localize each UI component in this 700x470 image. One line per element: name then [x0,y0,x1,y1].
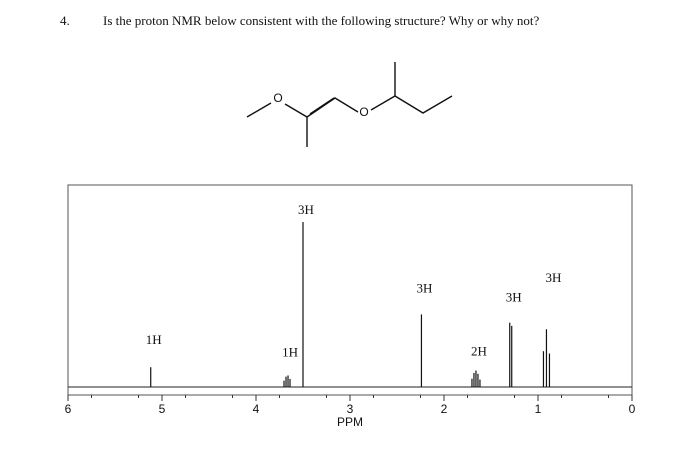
bond [370,95,453,114]
double-bond [309,97,335,115]
x-tick-label: 4 [253,402,260,416]
x-tick-label: 2 [441,402,448,416]
integration-label: 3H [506,290,522,305]
integration-label: 1H [146,332,162,347]
integration-label: 2H [471,343,487,358]
x-tick-label: 0 [629,402,636,416]
integration-label: 3H [416,280,432,295]
x-axis-label: PPM [337,415,363,429]
spectrum-frame [67,184,633,396]
x-tick-label: 6 [65,402,72,416]
integration-label: 3H [298,202,314,217]
atom-label: O [359,105,368,119]
bond [284,97,359,118]
peak [509,322,513,387]
bond [246,102,272,118]
question-number: 4. [60,13,70,28]
structure [246,62,453,147]
peak [283,375,291,387]
x-tick-label: 3 [347,402,354,416]
integration-label: 1H [282,344,298,359]
x-tick-label: 1 [535,402,542,416]
atom-label: O [273,91,282,105]
x-tick-label: 5 [159,402,166,416]
peak [471,370,481,387]
question-text: Is the proton NMR below consistent with … [103,13,540,28]
peak [542,329,551,387]
integration-label: 3H [546,270,562,285]
